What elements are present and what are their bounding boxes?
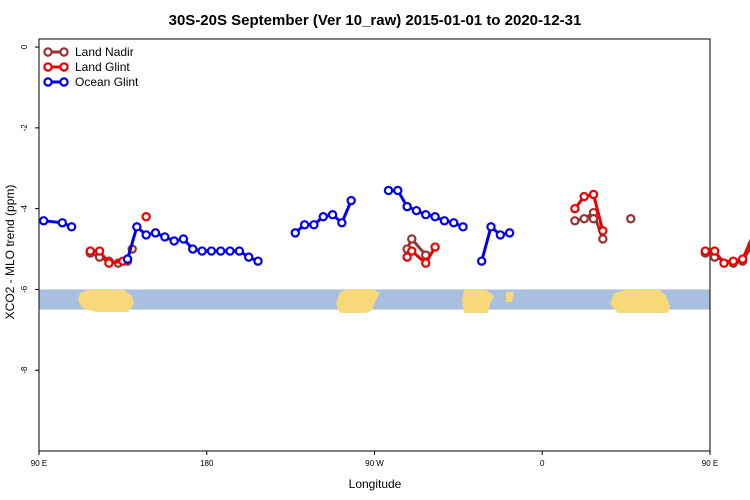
ocean-glint-point — [495, 230, 506, 240]
ocean-glint-point — [132, 222, 142, 232]
map-strip-land — [336, 289, 380, 313]
y-tick-label: -8 — [20, 366, 29, 374]
map-strip-land — [610, 290, 670, 313]
ocean-glint-point — [253, 256, 263, 266]
legend-land-glint-label: Land Glint — [75, 60, 130, 74]
land-glint-point — [421, 258, 431, 268]
land-glint-point — [709, 246, 720, 256]
ocean-glint-point — [160, 232, 170, 242]
x-tick-label: 90 E — [702, 459, 718, 468]
land-glint-point — [94, 246, 105, 256]
ocean-glint-point — [430, 212, 440, 222]
x-axis: 90 E 180 90 W 0 90 E — [31, 451, 718, 468]
ocean-glint-point — [421, 210, 431, 220]
x-tick-label: 90 E — [31, 459, 47, 468]
ocean-glint-point — [504, 228, 515, 238]
ocean-glint-point — [346, 195, 356, 206]
ocean-glint-point — [327, 210, 338, 220]
land-glint-point — [588, 189, 599, 200]
y-axis-label: XCO2 - MLO trend (ppm) — [3, 185, 17, 320]
ocean-glint-point — [206, 246, 217, 256]
ocean-glint-point — [243, 252, 254, 262]
land-nadir-point — [570, 216, 580, 226]
land-glint-point — [598, 226, 608, 236]
ocean-glint-point — [178, 234, 189, 244]
ocean-glint-point — [290, 228, 300, 238]
x-tick-label: 0 — [540, 459, 545, 468]
legend-ocean-glint-marker — [43, 77, 53, 87]
legend-land-nadir-label: Land Nadir — [75, 45, 134, 59]
land-nadir-point — [579, 214, 589, 224]
ocean-glint-point — [57, 218, 67, 228]
ocean-glint-point — [234, 246, 245, 256]
land-glint-point — [579, 191, 589, 202]
ocean-glint-point — [122, 254, 133, 264]
land-glint-point — [402, 252, 412, 262]
legend-land-glint-marker — [59, 62, 69, 72]
chart-title: 30S-20S September (Ver 10_raw) 2015-01-0… — [169, 12, 582, 29]
legend-land-glint-marker — [43, 62, 53, 72]
ocean-glint-point — [216, 246, 226, 256]
land-nadir-point — [598, 234, 608, 244]
land-glint-point — [728, 256, 738, 266]
land-glint-line — [573, 192, 605, 232]
ocean-glint-point — [393, 185, 403, 196]
ocean-glint-point — [458, 222, 468, 232]
y-tick-label: 0 — [20, 44, 29, 49]
land-glint-point — [719, 258, 729, 268]
ocean-glint-point — [188, 244, 198, 254]
ocean-glint-point — [66, 222, 77, 232]
plot-frame — [38, 38, 711, 452]
map-strip-land — [506, 292, 514, 302]
y-tick-label: -6 — [20, 285, 29, 293]
ocean-glint-point — [309, 220, 319, 230]
land-glint-point — [141, 212, 151, 222]
y-tick-label: -2 — [20, 124, 29, 132]
ocean-glint-point — [197, 246, 207, 256]
map-strip-land — [78, 290, 134, 312]
x-tick-label: 180 — [200, 459, 214, 468]
legend-ocean-glint-label: Ocean Glint — [75, 75, 139, 89]
y-axis: 0 -2 -4 -6 -8 — [20, 44, 39, 374]
ocean-glint-point — [476, 256, 487, 266]
x-axis-label: Longitude — [349, 477, 402, 491]
ocean-glint-point — [383, 185, 394, 196]
land-glint-point — [104, 258, 114, 268]
ocean-glint-point — [449, 218, 459, 228]
ocean-glint-point — [439, 216, 450, 226]
land-nadir-point — [588, 214, 599, 224]
ocean-glint-point — [337, 218, 347, 228]
ocean-glint-point — [411, 205, 422, 216]
ocean-glint-point — [299, 220, 310, 230]
land-nadir-point — [407, 234, 417, 244]
land-glint-point — [737, 254, 748, 264]
land-glint-point — [430, 242, 440, 252]
ocean-glint-point — [141, 230, 151, 240]
ocean-glint-line — [480, 224, 510, 262]
y-tick-label: -4 — [20, 205, 29, 213]
ocean-glint-point — [402, 201, 412, 212]
ocean-glint-point — [150, 228, 161, 238]
series-layer — [38, 185, 750, 268]
map-strip-land — [462, 290, 494, 313]
ocean-glint-point — [38, 216, 49, 226]
land-glint-point — [407, 246, 417, 256]
x-tick-label: 90 W — [365, 459, 384, 468]
legend-ocean-glint-marker — [59, 77, 69, 87]
land-glint-point — [700, 246, 711, 256]
legend-land-nadir-marker — [59, 47, 69, 57]
land-nadir-point — [626, 214, 636, 224]
legend-land-nadir-marker — [43, 47, 53, 57]
plot-area — [38, 38, 711, 452]
land-nadir-line — [574, 210, 605, 240]
ocean-glint-point — [225, 246, 235, 256]
ocean-glint-point — [318, 212, 328, 222]
ocean-glint-point — [169, 236, 179, 246]
ocean-glint-point — [486, 222, 496, 232]
land-glint-point — [570, 203, 580, 214]
land-glint-point — [85, 246, 95, 256]
